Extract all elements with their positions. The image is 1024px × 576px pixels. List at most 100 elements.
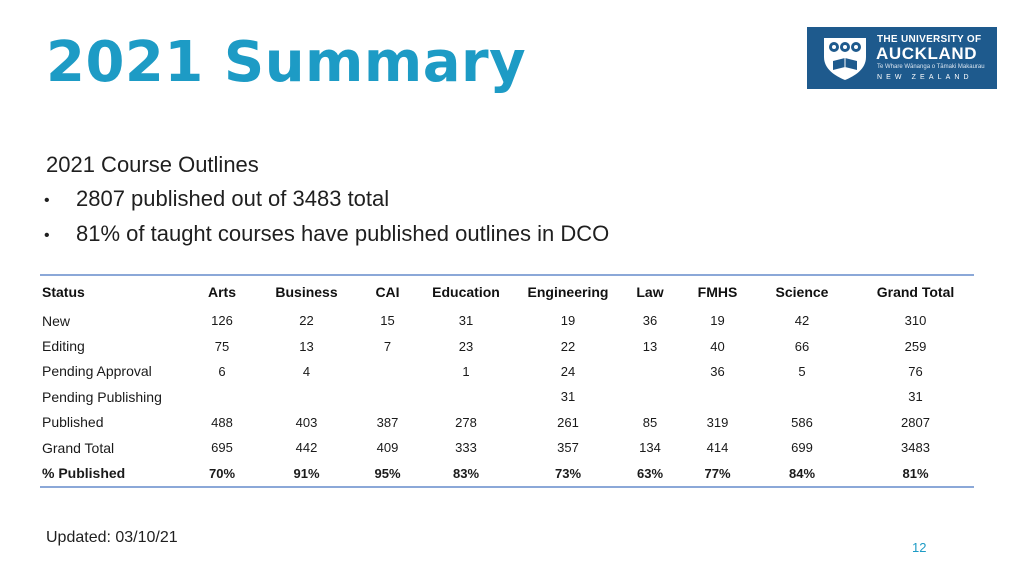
header-cell: CAI xyxy=(375,284,400,300)
table-cell xyxy=(246,384,367,409)
table-cell xyxy=(367,359,408,384)
table-cell xyxy=(408,384,524,409)
table-cell: 4 xyxy=(302,363,311,379)
table-cell: 134 xyxy=(639,440,661,456)
table-cell: 31 xyxy=(458,313,474,329)
subheading: 2021 Course Outlines xyxy=(46,152,259,177)
table-cell: 31 xyxy=(560,389,576,405)
table-cell: 19 xyxy=(710,313,725,329)
header-cell: Science xyxy=(775,284,829,300)
table-cell xyxy=(612,384,688,409)
table-cell: 81% xyxy=(902,465,929,481)
table-cell: New xyxy=(42,312,71,329)
bullet-text: 2807 published out of 3483 total xyxy=(76,186,390,211)
table-cell: 36 xyxy=(710,363,725,379)
table-cell: 73% xyxy=(554,465,582,481)
table-cell xyxy=(688,384,747,409)
table-cell: 36 xyxy=(642,313,658,329)
table-cell: 83% xyxy=(452,465,480,481)
table-cell: 77% xyxy=(704,465,731,481)
table-cell: 23 xyxy=(458,338,474,354)
table-cell: 75 xyxy=(214,338,230,354)
table-row: % Published 70% 91% 95% 83% 73% 63% 77% … xyxy=(40,460,974,487)
table-cell xyxy=(198,384,246,409)
table-row: New 126 22 15 31 19 36 19 42 310 xyxy=(40,308,974,333)
table-cell: 403 xyxy=(295,414,318,430)
bullet-text: 81% of taught courses have published out… xyxy=(76,221,610,246)
header-cell: Engineering xyxy=(527,284,609,300)
table-cell: Pending Publishing xyxy=(42,388,162,405)
bullet-icon: • xyxy=(44,192,50,209)
table-cell: 126 xyxy=(211,313,233,329)
table-cell: Published xyxy=(42,414,104,431)
page-title: 2021 Summary xyxy=(46,30,527,95)
bullet-icon: • xyxy=(44,227,50,244)
table-cell: 5 xyxy=(798,363,806,379)
table-row: Editing 75 13 7 23 22 13 40 66 259 xyxy=(40,333,974,358)
table-cell: 40 xyxy=(710,338,725,354)
table-cell: 387 xyxy=(376,414,399,430)
header-cell: Business xyxy=(275,284,338,300)
table-cell: 63% xyxy=(636,465,664,481)
table-cell: 84% xyxy=(788,465,816,481)
table-cell: 357 xyxy=(557,440,579,456)
university-logo: THE UNIVERSITY OF AUCKLAND Te Whare Wāna… xyxy=(807,27,997,89)
table-cell: 76 xyxy=(908,363,923,379)
table-cell: 24 xyxy=(560,363,576,379)
updated-date: Updated: 03/10/21 xyxy=(46,529,178,546)
table-cell: 13 xyxy=(642,338,658,354)
table-row: Grand Total 695 442 409 333 357 134 414 … xyxy=(40,435,974,460)
table-cell: 22 xyxy=(299,313,314,329)
table-cell: 95% xyxy=(374,465,401,481)
logo-line-2: AUCKLAND xyxy=(876,44,978,63)
table-header-row: Status Arts Business CAI Education Engin… xyxy=(40,275,974,308)
table-cell: Grand Total xyxy=(42,439,115,456)
table-cell: 6 xyxy=(218,363,226,379)
table-cell: 91% xyxy=(293,465,320,481)
table-cell: 310 xyxy=(904,313,927,329)
table-cell xyxy=(747,384,857,409)
table-cell: 15 xyxy=(380,313,395,329)
table-cell: 2807 xyxy=(901,414,930,430)
table-cell: Editing xyxy=(42,338,85,355)
table-cell: 695 xyxy=(211,440,233,456)
table-cell: 70% xyxy=(208,465,236,481)
table-cell: 319 xyxy=(706,414,729,430)
table-cell: 3483 xyxy=(901,440,930,456)
summary-table: Status Arts Business CAI Education Engin… xyxy=(40,274,974,488)
header-cell: FMHS xyxy=(697,284,738,300)
table-cell: 414 xyxy=(706,440,729,456)
table-cell: 13 xyxy=(299,338,314,354)
table-row: Published 488 403 387 278 261 85 319 586… xyxy=(40,410,974,435)
table-cell: 259 xyxy=(904,338,927,354)
logo-line-4: NEW ZEALAND xyxy=(877,74,973,81)
logo-line-3: Te Whare Wānanga o Tāmaki Makaurau xyxy=(877,64,985,70)
table-cell xyxy=(612,359,688,384)
bullet-list: • 2807 published out of 3483 total • 81% o… xyxy=(44,186,609,256)
table-cell: 42 xyxy=(794,313,810,329)
table-cell: 699 xyxy=(791,440,813,456)
header-cell: Education xyxy=(432,284,500,300)
table-cell: 488 xyxy=(211,414,233,430)
table-cell: 1 xyxy=(462,363,470,379)
header-cell: Arts xyxy=(207,284,236,300)
table-cell: 333 xyxy=(455,440,477,456)
bullet-item: • 81% of taught courses have published ou… xyxy=(44,221,609,256)
table-cell: 409 xyxy=(376,440,399,456)
logo-line-1: THE UNIVERSITY OF xyxy=(877,34,982,45)
crest-icon xyxy=(824,38,866,80)
header-cell: Status xyxy=(42,284,85,300)
header-cell: Law xyxy=(636,284,664,300)
table-cell: 22 xyxy=(560,338,576,354)
table-cell: % Published xyxy=(42,465,126,482)
table-cell: 442 xyxy=(295,440,318,456)
table-cell: 586 xyxy=(791,414,813,430)
page-number: 12 xyxy=(912,540,927,555)
table-cell: 261 xyxy=(557,414,579,430)
table-cell: Pending Approval xyxy=(42,363,152,380)
table-cell: 85 xyxy=(642,414,658,430)
table-cell: 278 xyxy=(455,414,477,430)
table-cell xyxy=(367,384,408,409)
table-cell: 66 xyxy=(794,338,810,354)
table-cell: 7 xyxy=(383,338,392,354)
